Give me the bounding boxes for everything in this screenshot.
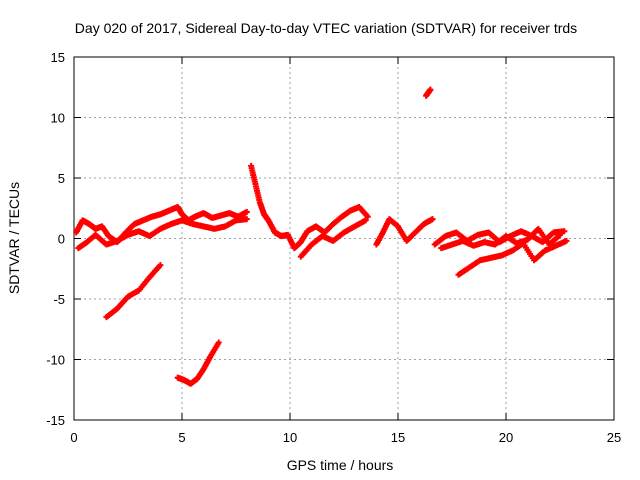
series-trace-f bbox=[297, 217, 369, 260]
data-point bbox=[215, 339, 222, 346]
y-tick-label: -5 bbox=[53, 292, 65, 307]
x-tick-label: 15 bbox=[391, 430, 405, 445]
x-tick-label: 25 bbox=[607, 430, 621, 445]
y-tick-label: 10 bbox=[51, 111, 65, 126]
data-point bbox=[362, 217, 369, 224]
series-trace-j bbox=[455, 237, 570, 278]
x-tick-label: 20 bbox=[499, 430, 513, 445]
y-tick-label: -10 bbox=[46, 353, 65, 368]
y-axis-label: SDTVAR / TECUs bbox=[6, 182, 22, 294]
data-point bbox=[429, 216, 436, 223]
axis-ticks bbox=[73, 56, 615, 421]
data-point bbox=[157, 262, 164, 269]
x-tick-label: 5 bbox=[178, 430, 185, 445]
series-trace-k bbox=[438, 225, 563, 252]
series-trace-d bbox=[174, 339, 222, 387]
data-point bbox=[563, 237, 570, 244]
data-points bbox=[73, 86, 570, 387]
data-point bbox=[557, 231, 563, 238]
x-tick-labels: 0 5 10 15 20 25 bbox=[70, 430, 621, 445]
series-trace-b bbox=[75, 216, 250, 252]
y-tick-label: 5 bbox=[58, 171, 65, 186]
y-tick-label: 15 bbox=[51, 50, 65, 65]
x-tick-label: 0 bbox=[70, 430, 77, 445]
y-tick-label: -15 bbox=[46, 413, 65, 428]
series-trace-g bbox=[373, 216, 436, 248]
x-axis-label: GPS time / hours bbox=[287, 457, 394, 473]
data-point bbox=[243, 208, 250, 215]
chart-title: Day 020 of 2017, Sidereal Day-to-day VTE… bbox=[75, 20, 577, 36]
data-point bbox=[561, 228, 568, 235]
y-tick-labels: -15 -10 -5 0 5 10 15 bbox=[46, 50, 65, 428]
series-trace-e bbox=[248, 162, 371, 252]
data-point bbox=[427, 86, 434, 93]
x-tick-label: 10 bbox=[283, 430, 297, 445]
series-trace-c bbox=[103, 262, 164, 321]
data-point bbox=[364, 213, 371, 220]
data-point bbox=[243, 216, 250, 223]
y-tick-label: 0 bbox=[58, 232, 65, 247]
series-trace-h bbox=[423, 86, 434, 99]
